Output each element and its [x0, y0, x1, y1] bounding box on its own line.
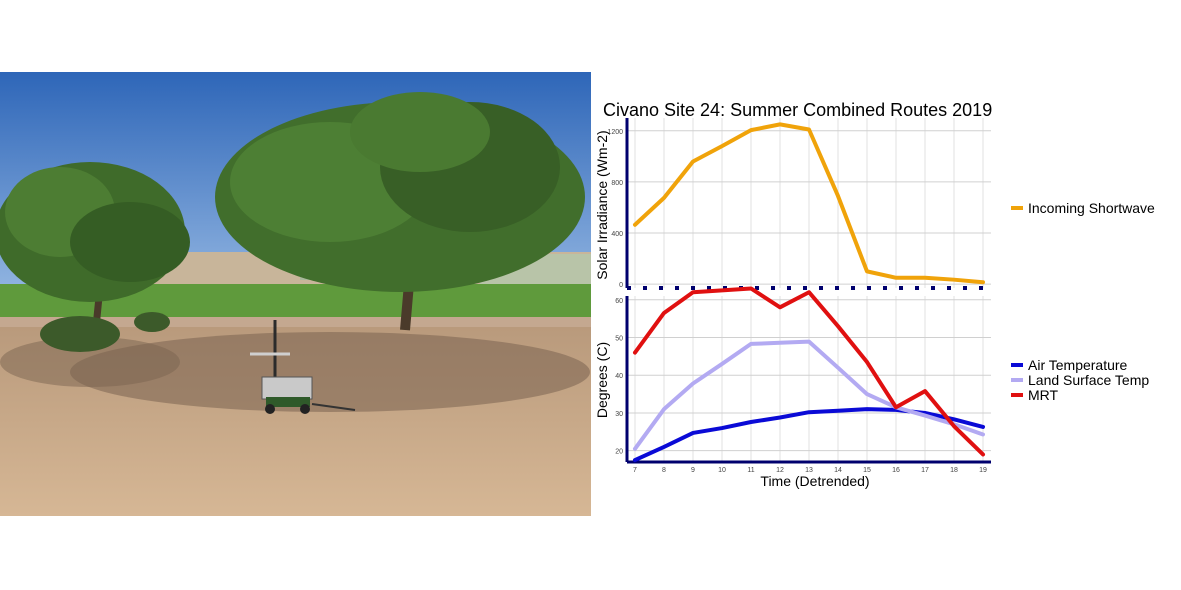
x-tick-label: 13 [805, 467, 813, 474]
solar-panel: 0 400 800 1200 [607, 118, 991, 290]
weather-cart [250, 320, 356, 414]
legend-label: Land Surface Temp [1028, 372, 1149, 388]
x-tick-label: 11 [747, 467, 754, 474]
y-tick-label: 1200 [607, 129, 623, 136]
bottom-ylabel: Degrees (C) [594, 342, 610, 418]
x-tick-label: 8 [662, 467, 666, 474]
y-tick-label: 800 [611, 180, 623, 187]
x-tick-label: 7 [633, 467, 637, 474]
tree-shadow [70, 332, 590, 412]
x-tick-label: 16 [892, 467, 900, 474]
right-tree [215, 92, 585, 331]
x-tick-label: 17 [921, 467, 929, 474]
x-tick-label: 18 [950, 467, 958, 474]
x-tick-label: 12 [776, 467, 784, 474]
series-line-air-temperature [633, 407, 985, 463]
legend-top: Incoming Shortwave [1011, 200, 1155, 216]
x-tick-label: 14 [834, 467, 842, 474]
x-tick-label: 19 [979, 467, 987, 474]
x-tick-label: 9 [691, 467, 695, 474]
y-tick-label: 20 [615, 449, 623, 456]
legend-label: MRT [1028, 387, 1059, 403]
legend-label: Air Temperature [1028, 357, 1128, 373]
y-tick-label: 50 [615, 336, 623, 343]
top-ylabel: Solar Irradiance (Wm-2) [594, 130, 610, 279]
legend-label: Incoming Shortwave [1028, 200, 1155, 216]
bottom-xlabel: Time (Detrended) [760, 473, 869, 489]
x-tick-label: 10 [718, 467, 726, 474]
series-line-incoming-shortwave [633, 122, 985, 285]
x-tick-label: 15 [863, 467, 871, 474]
y-tick-label: 0 [619, 282, 623, 289]
shrub [40, 316, 120, 352]
y-tick-label: 30 [615, 411, 623, 418]
combined-chart: Civano Site 24: Summer Combined Routes 2… [594, 100, 1155, 489]
temperature-panel: 20 30 40 50 60 7 8 9 10 11 12 13 14 15 16 17 18 19 [615, 286, 991, 474]
left-tree [0, 162, 190, 338]
y-tick-label: 60 [615, 298, 623, 305]
series-line-mrt [633, 286, 985, 457]
y-tick-label: 400 [611, 231, 623, 238]
y-tick-label: 40 [615, 373, 623, 380]
series-line-land-surface-temp [633, 339, 985, 451]
chart-title: Civano Site 24: Summer Combined Routes 2… [603, 100, 992, 120]
site-photo [0, 72, 591, 516]
